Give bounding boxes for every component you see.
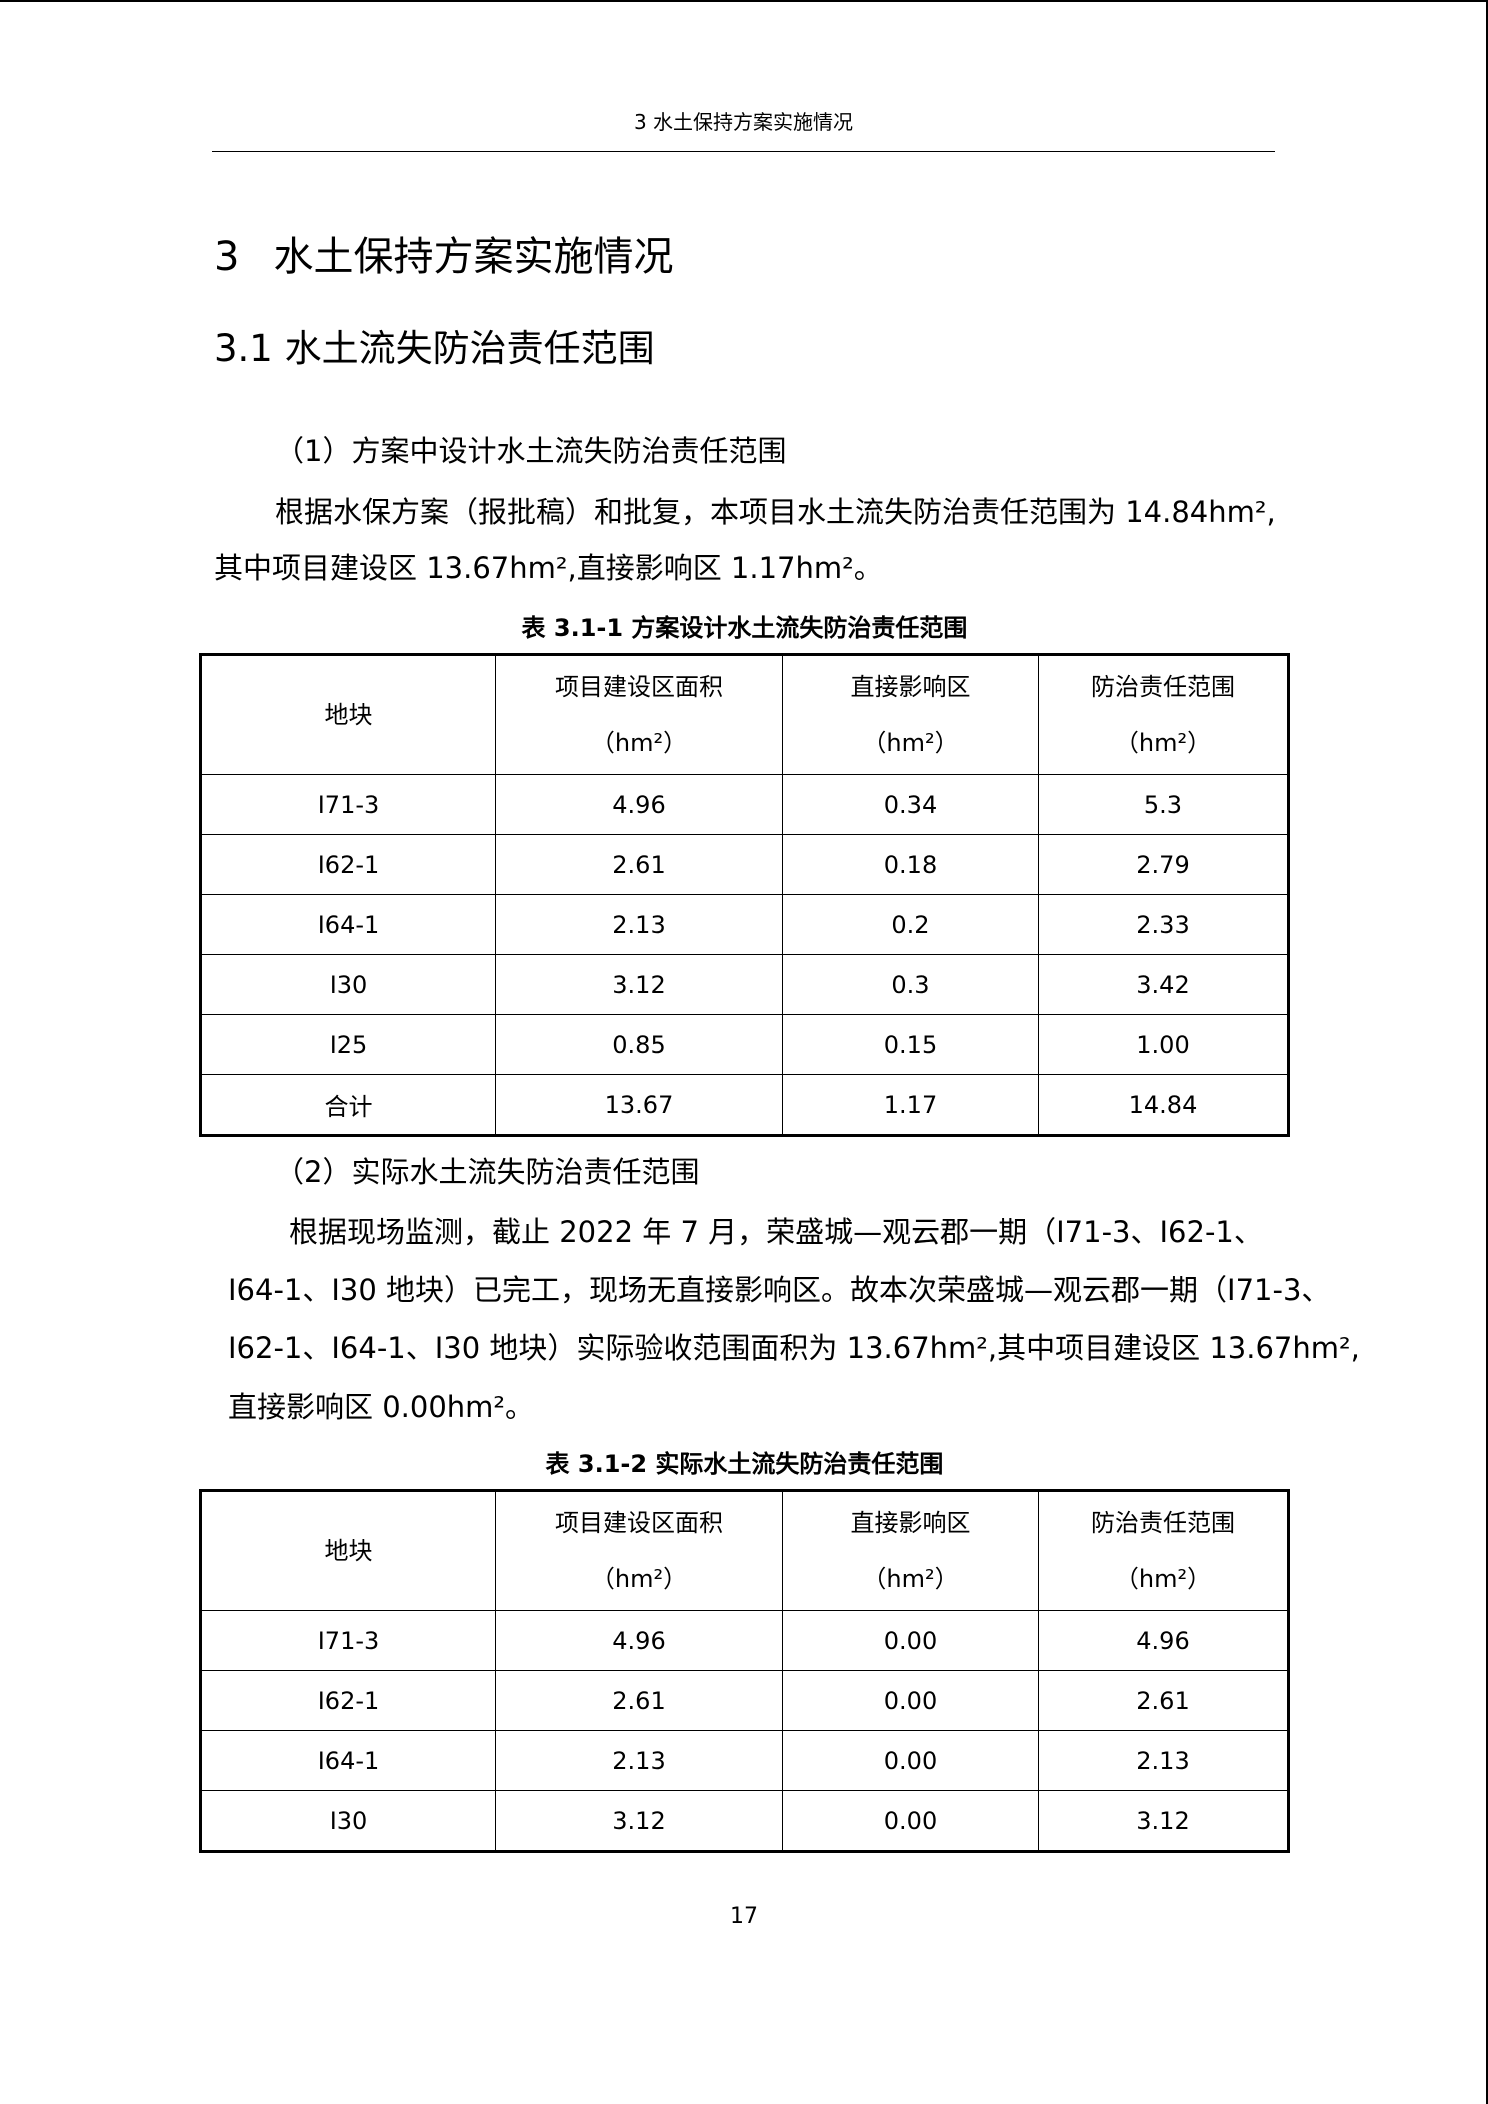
header-label: 项目建设区面积 [555,673,723,701]
table-row: I71-3 4.96 0.34 5.3 [200,774,1289,835]
table-cell: 0.85 [495,1014,783,1075]
table-cell: 2.13 [1038,1730,1289,1791]
page-number: 17 [730,1904,758,1929]
table-cell: 2.61 [495,1670,783,1731]
table-cell: I30 [200,954,496,1015]
header-cell: 项目建设区面积 （hm²） [495,654,783,775]
table-cell: I30 [200,1790,496,1852]
header-cell: 直接影响区 （hm²） [782,1490,1039,1611]
table-cell: 2.33 [1038,894,1289,955]
table-cell: I62-1 [200,834,496,895]
table-row: 合计 13.67 1.17 14.84 [200,1074,1289,1136]
header-unit: （hm²） [862,1565,959,1593]
table-cell: 0.00 [782,1730,1039,1791]
table-cell: 5.3 [1038,774,1289,835]
header-label: 项目建设区面积 [555,1509,723,1537]
table-cell: 3.12 [495,1790,783,1852]
header-unit: （hm²） [862,729,959,757]
header-unit: （hm²） [1114,729,1212,757]
table-cell: I71-3 [200,1610,496,1671]
table-cell: 0.00 [782,1610,1039,1671]
table-cell: 合计 [200,1074,496,1136]
table-row: I64-1 2.13 0.00 2.13 [200,1730,1289,1791]
section-title: 3.1 水土流失防治责任范围 [214,327,655,370]
table-row: I62-1 2.61 0.18 2.79 [200,834,1289,895]
table-cell: 1.00 [1038,1014,1289,1075]
table-cell: 4.96 [1038,1610,1289,1671]
running-header: 3 水土保持方案实施情况 [633,110,854,134]
paragraph-2-line: 根据现场监测，截止 2022 年 7 月，荣盛城—观云郡一期（I71-3、I62… [289,1215,1263,1249]
table-cell: 2.61 [495,834,783,895]
table-cell: 2.13 [495,1730,783,1791]
header-label: 地块 [324,701,373,729]
table-1: 地块 项目建设区面积 （hm²） 直接影响区 （hm²） 防治责任范围 （hm²） I71-3… [199,653,1290,1137]
table-cell: 2.61 [1038,1670,1289,1731]
subheading-1: （1）方案中设计水土流失防治责任范围 [275,434,787,468]
header-cell: 防治责任范围 （hm²） [1038,1490,1289,1611]
table-cell: 0.18 [782,834,1039,895]
table-cell: I64-1 [200,894,496,955]
header-label: 直接影响区 [850,1509,971,1537]
table-cell: 4.96 [495,1610,783,1671]
table-cell: 0.34 [782,774,1039,835]
chapter-text: 水土保持方案实施情况 [273,234,674,280]
header-label: 防治责任范围 [1091,673,1235,701]
table-cell: I71-3 [200,774,496,835]
header-label: 防治责任范围 [1091,1509,1235,1537]
table-header-row: 地块 项目建设区面积 （hm²） 直接影响区 （hm²） 防治责任范围 （hm²） [200,654,1289,775]
table-cell: 0.2 [782,894,1039,955]
table-cell: 0.15 [782,1014,1039,1075]
table-2-caption: 表 3.1-2 实际水土流失防治责任范围 [545,1450,944,1478]
header-cell: 地块 [200,1490,496,1611]
header-unit: （hm²） [590,729,688,757]
table-cell: 2.79 [1038,834,1289,895]
table-row: I25 0.85 0.15 1.00 [200,1014,1289,1075]
table-row: I30 3.12 0.00 3.12 [200,1790,1289,1852]
header-rule [212,151,1275,152]
paragraph-2-line: 直接影响区 0.00hm²。 [228,1390,535,1424]
table-cell: 0.3 [782,954,1039,1015]
header-cell: 项目建设区面积 （hm²） [495,1490,783,1611]
header-cell: 地块 [200,654,496,775]
paragraph-1-line: 根据水保方案（报批稿）和批复，本项目水土流失防治责任范围为 14.84hm², [275,495,1276,529]
table-cell: 0.00 [782,1670,1039,1731]
table-cell: 3.12 [495,954,783,1015]
subheading-2: （2）实际水土流失防治责任范围 [275,1155,700,1189]
table-cell: 2.13 [495,894,783,955]
table-header-row: 地块 项目建设区面积 （hm²） 直接影响区 （hm²） 防治责任范围 （hm²） [200,1490,1289,1611]
paragraph-2-line: I64-1、I30 地块）已完工，现场无直接影响区。故本次荣盛城—观云郡一期（I… [228,1273,1331,1307]
table-cell: 14.84 [1038,1074,1289,1136]
header-label: 直接影响区 [850,673,971,701]
table-cell: I62-1 [200,1670,496,1731]
chapter-number: 3 [214,234,240,280]
header-label: 地块 [324,1537,373,1565]
table-cell: I64-1 [200,1730,496,1791]
table-cell: 3.42 [1038,954,1289,1015]
table-row: I71-3 4.96 0.00 4.96 [200,1610,1289,1671]
table-cell: 3.12 [1038,1790,1289,1852]
table-cell: 4.96 [495,774,783,835]
table-row: I30 3.12 0.3 3.42 [200,954,1289,1015]
header-unit: （hm²） [590,1565,688,1593]
table-cell: 0.00 [782,1790,1039,1852]
table-cell: I25 [200,1014,496,1075]
header-cell: 直接影响区 （hm²） [782,654,1039,775]
table-row: I64-1 2.13 0.2 2.33 [200,894,1289,955]
chapter-title: 3 水土保持方案实施情况 [214,224,673,282]
table-row: I62-1 2.61 0.00 2.61 [200,1670,1289,1731]
table-cell: 1.17 [782,1074,1039,1136]
paragraph-2-line: I62-1、I64-1、I30 地块）实际验收范围面积为 13.67hm²,其中… [228,1331,1360,1365]
paragraph-1-line: 其中项目建设区 13.67hm²,直接影响区 1.17hm²。 [214,551,883,585]
header-unit: （hm²） [1114,1565,1212,1593]
table-cell: 13.67 [495,1074,783,1136]
header-cell: 防治责任范围 （hm²） [1038,654,1289,775]
table-2: 地块 项目建设区面积 （hm²） 直接影响区 （hm²） 防治责任范围 （hm²） I71-3… [199,1489,1290,1853]
table-1-caption: 表 3.1-1 方案设计水土流失防治责任范围 [521,614,968,642]
